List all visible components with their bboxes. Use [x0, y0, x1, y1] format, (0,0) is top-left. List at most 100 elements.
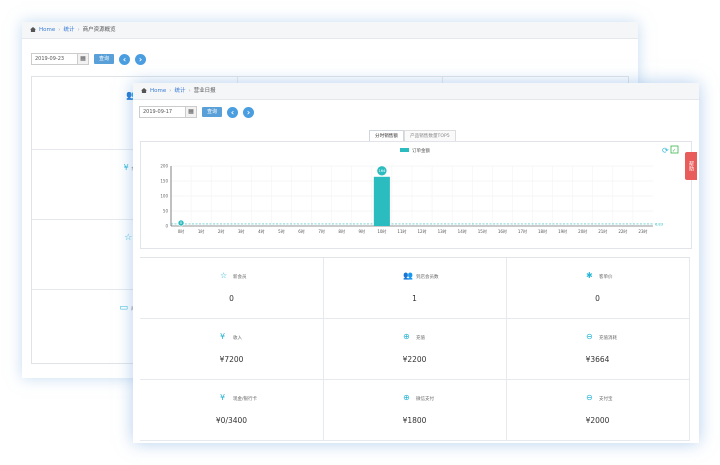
breadcrumb-home[interactable]: Home	[39, 27, 56, 33]
help-side-tab[interactable]: 帮助	[685, 152, 697, 180]
x-tick-label: 7时	[318, 228, 325, 234]
yen-icon: ¥	[123, 163, 129, 172]
next-day-icon[interactable]: ›	[135, 53, 147, 65]
breadcrumb-current: 商户资源概览	[82, 27, 116, 33]
stat-cell: ¥ 收入 ¥7200	[140, 319, 324, 380]
stat-value: 1	[412, 294, 417, 303]
home-icon	[141, 88, 147, 93]
yen-icon: ¥	[220, 393, 226, 402]
stat-label: 支付宝	[599, 397, 613, 402]
x-tick-label: 14时	[458, 228, 467, 234]
y-tick-label: 200	[160, 164, 168, 169]
date-toolbar: 2019-09-23 ▦ 查询 ‹ ›	[31, 53, 147, 65]
x-tick-label: 12时	[417, 228, 426, 234]
x-tick-label: 3时	[238, 228, 245, 234]
stat-label: 现金/银行卡	[233, 397, 258, 402]
stat-value: ¥7200	[219, 355, 244, 364]
x-tick-label: 22时	[618, 228, 627, 234]
stat-label: 客单价	[599, 275, 613, 280]
card-icon: ▭	[119, 303, 129, 313]
x-tick-label: 16时	[498, 228, 507, 234]
y-tick-label: 100	[160, 194, 168, 199]
calendar-icon[interactable]: ▦	[78, 53, 89, 65]
prev-day-icon[interactable]: ‹	[119, 53, 131, 65]
marker-label: 0	[180, 221, 183, 225]
stat-cell: ⊕ 充值 ¥2200	[323, 319, 507, 380]
query-button[interactable]: 查询	[202, 107, 223, 117]
stat-value: ¥1800	[402, 416, 427, 425]
stat-value: ¥2000	[585, 416, 610, 425]
stat-cell: ✱ 客单价 0	[506, 258, 690, 319]
svg-text:⟳: ⟳	[662, 146, 669, 155]
legend-swatch	[400, 148, 409, 152]
stat-cell: ☆ 新会员 0	[140, 258, 324, 319]
calendar-icon[interactable]: ▦	[186, 106, 197, 118]
marker-label: 164	[378, 169, 386, 173]
svg-text:✓: ✓	[672, 148, 676, 154]
asterisk-icon: ✱	[586, 271, 593, 280]
x-tick-label: 11时	[397, 228, 406, 234]
x-tick-label: 23时	[638, 228, 647, 234]
date-input[interactable]: 2019-09-17	[139, 106, 186, 118]
stat-cell: 👥 到店会员数 1	[323, 258, 507, 319]
refresh-icon[interactable]: ⟳	[662, 146, 669, 155]
x-tick-label: 4时	[258, 228, 265, 234]
x-tick-label: 19时	[558, 228, 567, 234]
breadcrumb-current: 营业日报	[193, 88, 216, 94]
tab-hourly-sales[interactable]: 分时销售额	[369, 130, 404, 141]
breadcrumb-home[interactable]: Home	[150, 88, 167, 94]
stat-value: ¥0/3400	[215, 416, 248, 425]
stat-value: ¥3664	[585, 355, 610, 364]
stat-label: 充值	[416, 336, 425, 341]
x-tick-label: 17时	[518, 228, 527, 234]
y-tick-label: 150	[160, 179, 168, 184]
chart-tabs: 分时销售额 产品销售数量TOP5	[369, 130, 456, 141]
stat-cell: ⊖ 充值消耗 ¥3664	[506, 319, 690, 380]
next-day-icon[interactable]: ›	[243, 106, 255, 118]
users-icon: 👥	[126, 91, 138, 101]
date-input[interactable]: 2019-09-23	[31, 53, 78, 65]
x-tick-label: 1时	[198, 228, 205, 234]
x-tick-label: 9时	[359, 228, 366, 234]
y-tick-label: 50	[163, 209, 169, 214]
x-tick-label: 21时	[598, 228, 607, 234]
front-window: Home › 统计 › 营业日报 2019-09-17 ▦ 查询 ‹ › 分时销售额 产…	[133, 83, 699, 443]
breadcrumb-stats[interactable]: 统计	[63, 27, 75, 33]
breadcrumb: Home › 统计 › 商户资源概览	[22, 22, 638, 39]
breadcrumb: Home › 统计 › 营业日报	[133, 83, 699, 100]
stat-cell: ¥ 现金/银行卡 ¥0/3400	[140, 380, 324, 441]
chart-svg: 订单金额 ⟳ ✓ 0 50 100 150 200 0时 1时 2时 3时 4时 5时 6时 7时 8时 9…	[160, 145, 679, 234]
breadcrumb-stats[interactable]: 统计	[174, 88, 186, 94]
x-tick-label: 20时	[578, 228, 587, 234]
x-tick-label: 0时	[178, 228, 185, 234]
chart-marker	[177, 219, 185, 227]
hourly-sales-chart: 订单金额 ⟳ ✓ 0 50 100 150 200 0时 1时 2时 3时 4时 5时 6时 7时 8时 9…	[140, 141, 692, 249]
x-tick-label: 6时	[298, 228, 305, 234]
chart-legend[interactable]: 订单金额	[400, 147, 430, 154]
minus-circle-icon: ⊖	[586, 332, 593, 341]
stat-value: 0	[595, 294, 600, 303]
stat-value: 0	[229, 294, 234, 303]
tab-top5-products[interactable]: 产品销售数量TOP5	[403, 130, 456, 141]
x-tick-label: 5时	[278, 228, 285, 234]
average-label: 6.83	[655, 222, 663, 226]
stat-label: 微信支付	[416, 397, 434, 402]
plus-circle-icon: ⊕	[403, 393, 410, 402]
stat-cell: ⊖ 支付宝 ¥2000	[506, 380, 690, 441]
x-tick-label: 2时	[218, 228, 225, 234]
star-icon: ☆	[220, 271, 228, 280]
stats-grid: ☆ 新会员 0 👥 到店会员数 1 ✱ 客单价 0 ¥ 收入 ¥7200 ⊕ 充值 ¥2200 ⊖ 充值消耗 ¥3…	[140, 257, 690, 441]
users-icon: 👥	[403, 271, 413, 280]
plus-circle-icon: ⊕	[403, 332, 410, 341]
home-icon	[30, 27, 36, 32]
prev-day-icon[interactable]: ‹	[227, 106, 239, 118]
stat-label: 到店会员数	[416, 275, 439, 280]
yen-icon: ¥	[220, 332, 226, 341]
chart-bar	[373, 176, 390, 226]
stat-label: 充值消耗	[599, 336, 617, 341]
y-tick-label: 0	[165, 224, 168, 229]
save-image-icon[interactable]: ✓	[670, 145, 679, 154]
query-button[interactable]: 查询	[94, 54, 115, 64]
x-tick-label: 18时	[538, 228, 547, 234]
legend-label: 订单金额	[412, 147, 430, 154]
